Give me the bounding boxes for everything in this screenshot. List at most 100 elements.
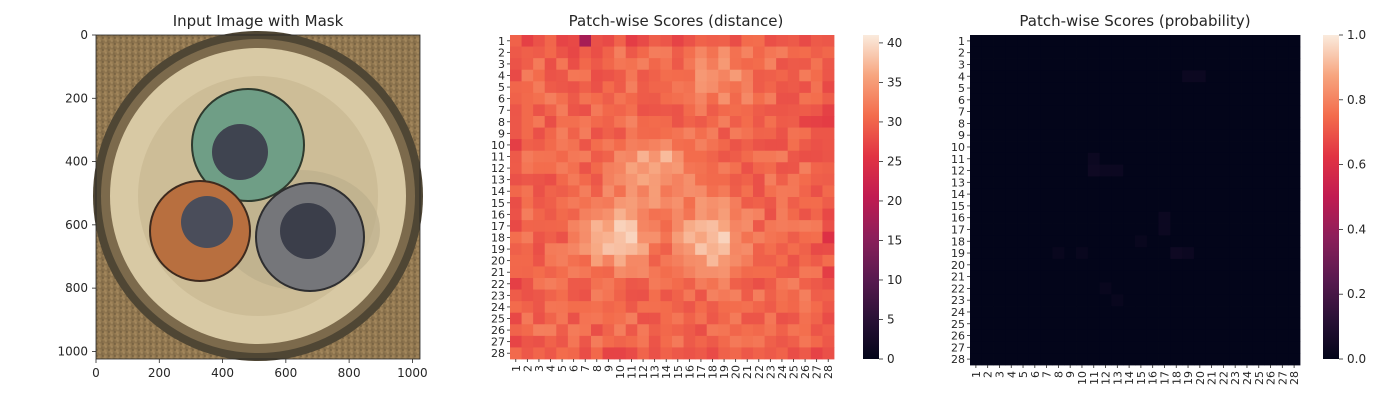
heatmap-cell	[741, 185, 754, 198]
heatmap-cell	[729, 104, 742, 117]
row-tick-label: 20	[951, 259, 965, 272]
heatmap-cell	[1076, 82, 1089, 95]
heatmap-cell	[764, 312, 777, 325]
row-tick-label: 5	[498, 81, 505, 94]
heatmap-cell	[625, 231, 638, 244]
heatmap-cell	[741, 81, 754, 94]
heatmap-cell	[1099, 129, 1112, 142]
heatmap-cell	[1241, 35, 1254, 48]
heatmap-cell	[729, 312, 742, 325]
heatmap-cell	[1040, 105, 1053, 118]
heatmap-cell	[556, 104, 569, 117]
heatmap-cell	[591, 208, 603, 221]
heatmap-cell	[637, 58, 650, 71]
heatmap-cell	[981, 141, 994, 154]
col-tick-label: 19	[718, 365, 731, 379]
heatmap-cell	[544, 266, 557, 279]
heatmap-cell	[729, 173, 742, 186]
heatmap-cell	[1028, 70, 1042, 83]
heatmap-cell	[753, 58, 765, 71]
heatmap-cell	[1111, 341, 1124, 354]
row-tick-label: 24	[951, 306, 965, 319]
heatmap-cell	[1276, 117, 1289, 130]
heatmap-cell	[683, 69, 696, 82]
heatmap-cell	[776, 58, 789, 71]
heatmap-cell	[1193, 247, 1207, 260]
heatmap-cell	[1170, 317, 1183, 331]
heatmap-cell	[579, 46, 592, 59]
heatmap-cell	[579, 254, 592, 267]
heatmap-cell	[764, 173, 777, 186]
heatmap-cell	[753, 139, 765, 152]
heatmap-cell	[822, 301, 835, 314]
heatmap-cell	[1193, 176, 1207, 189]
heatmap-cell	[1017, 282, 1030, 295]
heatmap-cell	[753, 324, 765, 337]
heatmap-cell	[579, 301, 592, 314]
heatmap-cell	[1146, 129, 1159, 142]
heatmap-cell	[1288, 141, 1301, 154]
heatmap-cell	[695, 231, 708, 244]
heatmap-cell	[533, 92, 546, 105]
heatmap-cell	[556, 254, 569, 267]
heatmap-cell	[1205, 211, 1218, 224]
heatmap-cell	[637, 231, 650, 244]
heatmap-cell	[1123, 258, 1136, 272]
heatmap-cell	[533, 266, 546, 279]
heatmap-cell	[602, 254, 615, 267]
heatmap-cell	[510, 139, 522, 152]
heatmap-cell	[1252, 341, 1266, 354]
heatmap-cell	[1241, 164, 1254, 177]
heatmap-cell	[695, 347, 708, 360]
heatmap-cell	[521, 35, 534, 47]
heatmap-cell	[591, 197, 603, 209]
heatmap-cell	[625, 197, 638, 209]
heatmap-cell	[1288, 58, 1301, 71]
heatmap-cell	[706, 69, 719, 82]
heatmap-cell	[672, 324, 684, 337]
heatmap-cell	[787, 347, 800, 360]
heatmap-cell	[706, 35, 719, 47]
heatmap-cell	[533, 208, 546, 221]
heatmap-cell	[1028, 329, 1042, 342]
heatmap-cell	[695, 35, 708, 47]
heatmap-cell	[695, 254, 708, 267]
col-tick-label: 15	[672, 365, 685, 379]
image-x-tick-label: 0	[92, 366, 100, 380]
heatmap-cell	[1229, 82, 1242, 95]
heatmap-cell	[1288, 46, 1301, 59]
distance-colorbar	[863, 35, 879, 359]
heatmap-cell	[753, 81, 765, 94]
heatmap-cell	[1288, 306, 1301, 319]
heatmap-cell	[1005, 35, 1018, 48]
heatmap-cell	[810, 58, 823, 71]
heatmap-cell	[1040, 129, 1053, 142]
heatmap-cell	[510, 58, 522, 71]
heatmap-cell	[1017, 141, 1030, 154]
heatmap-cell	[1264, 164, 1277, 177]
heatmap-cell	[1193, 258, 1207, 272]
heatmap-cell	[822, 312, 835, 325]
heatmap-cell	[1205, 58, 1218, 71]
heatmap-cell	[695, 243, 708, 256]
heatmap-cell	[648, 231, 661, 244]
row-tick-label: 18	[951, 235, 965, 248]
heatmap-cell	[970, 223, 983, 236]
heatmap-cell	[1111, 258, 1124, 272]
heatmap-cell	[579, 116, 592, 128]
col-tick-label: 23	[764, 365, 777, 379]
heatmap-cell	[787, 69, 800, 82]
heatmap-cell	[591, 324, 603, 337]
heatmap-cell	[810, 127, 823, 140]
heatmap-cell	[706, 335, 719, 348]
heatmap-cell	[556, 46, 569, 59]
heatmap-cell	[533, 35, 546, 47]
heatmap-cell	[787, 312, 800, 325]
heatmap-cell	[648, 150, 661, 163]
heatmap-cell	[521, 162, 534, 175]
heatmap-cell	[741, 173, 754, 186]
heatmap-cell	[1135, 70, 1148, 83]
heatmap-cell	[1158, 82, 1171, 95]
heatmap-cell	[1064, 211, 1077, 224]
heatmap-cell	[981, 223, 994, 236]
